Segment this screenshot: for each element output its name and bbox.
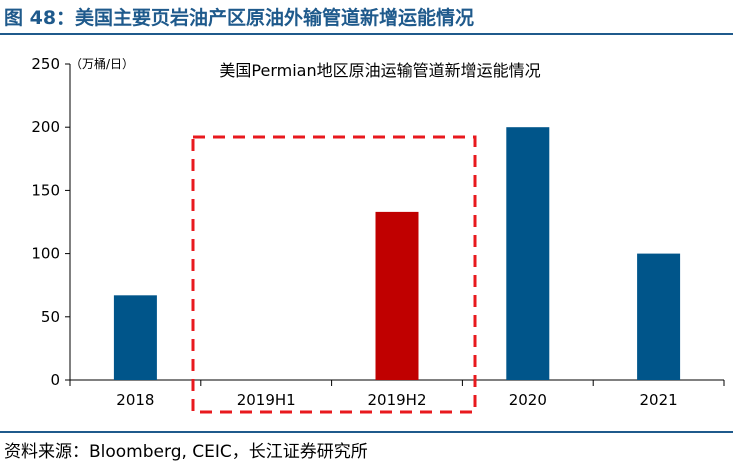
x-tick-label: 2018 <box>116 391 154 409</box>
x-tick-label: 2019H2 <box>368 391 427 409</box>
y-tick-label: 50 <box>41 308 60 326</box>
y-tick-label: 100 <box>31 245 60 263</box>
bar-2020 <box>506 127 550 380</box>
y-tick-label: 200 <box>31 118 60 136</box>
x-tick-label: 2019H1 <box>237 391 296 409</box>
x-tick-labels: 2018 2019H1 2019H2 2020 2021 <box>116 391 677 409</box>
title-rule <box>0 33 733 35</box>
chart-title: 美国Permian地区原油运输管道新增运能情况 <box>219 61 540 80</box>
y-tick-labels: 0 50 100 150 200 250 <box>31 55 60 389</box>
source-rule <box>0 431 733 433</box>
y-tick-label: 250 <box>31 55 60 73</box>
bar-2018 <box>113 295 157 380</box>
y-tick-label: 150 <box>31 181 60 199</box>
bar-2019H2 <box>375 211 419 380</box>
x-tick-label: 2020 <box>509 391 547 409</box>
bar-2021 <box>637 253 681 380</box>
source-note: 资料来源：Bloomberg, CEIC，长江证券研究所 <box>4 442 368 462</box>
y-tick-label: 0 <box>50 371 60 389</box>
figure-title: 图 48：美国主要页岩油产区原油外输管道新增运能情况 <box>4 7 475 29</box>
x-tick-label: 2021 <box>640 391 678 409</box>
y-unit-label: （万桶/日） <box>70 56 134 71</box>
bars <box>113 127 681 380</box>
highlight-box <box>191 135 477 414</box>
